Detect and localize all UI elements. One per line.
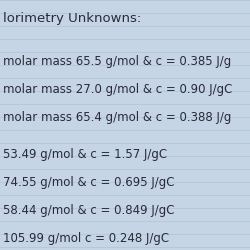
Text: lorimetry Unknowns:: lorimetry Unknowns: — [3, 12, 141, 25]
Text: 53.49 g/mol & c = 1.57 J/gC: 53.49 g/mol & c = 1.57 J/gC — [3, 148, 167, 161]
Text: molar mass 27.0 g/mol & c = 0.90 J/gC: molar mass 27.0 g/mol & c = 0.90 J/gC — [3, 83, 232, 96]
Text: molar mass 65.4 g/mol & c = 0.388 J/g: molar mass 65.4 g/mol & c = 0.388 J/g — [3, 111, 232, 124]
Text: 74.55 g/mol & c = 0.695 J/gC: 74.55 g/mol & c = 0.695 J/gC — [3, 176, 174, 189]
Text: 105.99 g/mol c = 0.248 J/gC: 105.99 g/mol c = 0.248 J/gC — [3, 232, 169, 245]
Text: molar mass 65.5 g/mol & c = 0.385 J/g: molar mass 65.5 g/mol & c = 0.385 J/g — [3, 55, 231, 68]
Text: 58.44 g/mol & c = 0.849 J/gC: 58.44 g/mol & c = 0.849 J/gC — [3, 204, 174, 217]
